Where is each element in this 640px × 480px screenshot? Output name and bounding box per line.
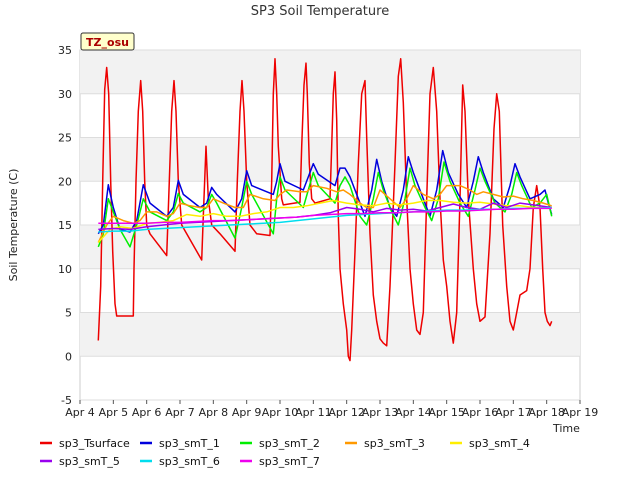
grid-bands <box>80 50 580 357</box>
x-tick-label: Apr 5 <box>99 406 129 419</box>
series-lines <box>97 58 553 362</box>
series-line-sp3_smT_3 <box>97 184 552 243</box>
series-line-sp3_smT_7 <box>98 207 552 225</box>
x-axis-label: Time <box>552 422 580 435</box>
y-tick-label: 35 <box>58 44 72 57</box>
legend-label: sp3_smT_5 <box>59 455 120 468</box>
series-line-sp3_smT_2 <box>97 161 553 248</box>
y-tick-label: 30 <box>58 88 72 101</box>
x-tick-label: Apr 16 <box>462 406 499 419</box>
x-tick-label: Apr 15 <box>428 406 465 419</box>
x-tick-label: Apr 17 <box>495 406 532 419</box>
y-tick-label: 15 <box>58 219 72 232</box>
y-tick-label: 10 <box>58 263 72 276</box>
grid-band <box>80 225 580 269</box>
site-badge-box <box>80 32 135 51</box>
x-tick-labels: Apr 4 Apr 5 Apr 6 Apr 7 Apr 8 Apr 9 Apr 10Apr … <box>65 400 598 419</box>
x-tick-label: Apr 10 <box>262 406 299 419</box>
grid-band <box>80 50 580 94</box>
legend-label: sp3_smT_2 <box>259 437 320 450</box>
y-tick-labels: -5 0 5 10 15 20 25 30 35 <box>58 44 72 407</box>
legend-label: sp3_Tsurface <box>59 437 130 450</box>
x-tick-label: Apr 4 <box>65 406 95 419</box>
legend-label: sp3_smT_3 <box>364 437 425 450</box>
legend-label: sp3_smT_4 <box>469 437 530 450</box>
site-badge: TZ_osu <box>80 32 135 51</box>
legend-label: sp3_smT_1 <box>159 437 220 450</box>
series-line-sp3_smT_4 <box>97 199 552 243</box>
y-tick-label: 5 <box>65 307 72 320</box>
x-tick-label: Apr 13 <box>362 406 399 419</box>
x-tick-label: Apr 14 <box>395 406 432 419</box>
x-tick-label: Apr 12 <box>328 406 365 419</box>
legend-label: sp3_smT_7 <box>259 455 320 468</box>
chart-title: SP3 Soil Temperature <box>251 4 389 19</box>
x-tick-label: Apr 8 <box>199 406 229 419</box>
y-tick-label: -5 <box>61 394 72 407</box>
y-tick-label: 25 <box>58 132 72 145</box>
x-tick-label: Apr 18 <box>528 406 565 419</box>
y-tick-label: 0 <box>65 350 72 363</box>
x-tick-label: Apr 19 <box>562 406 599 419</box>
x-tick-label: Apr 11 <box>295 406 332 419</box>
grid-band <box>80 312 580 357</box>
series-line-sp3_smT_6 <box>98 206 552 233</box>
x-tick-label: Apr 6 <box>132 406 162 419</box>
y-tick-label: 20 <box>58 175 72 188</box>
y-axis-label: Soil Temperature (C) <box>7 169 20 282</box>
grid-band <box>80 137 580 182</box>
site-badge-text: TZ_osu <box>86 36 129 49</box>
legend-label: sp3_smT_6 <box>159 455 220 468</box>
series-line-sp3_Tsurface <box>97 58 553 362</box>
x-tick-label: Apr 7 <box>165 406 195 419</box>
legend: sp3_Tsurface sp3_smT_1 sp3_smT_2 sp3_smT_3 s… <box>40 437 530 468</box>
x-tick-label: Apr 9 <box>232 406 262 419</box>
series-line-sp3_smT_1 <box>97 149 553 235</box>
